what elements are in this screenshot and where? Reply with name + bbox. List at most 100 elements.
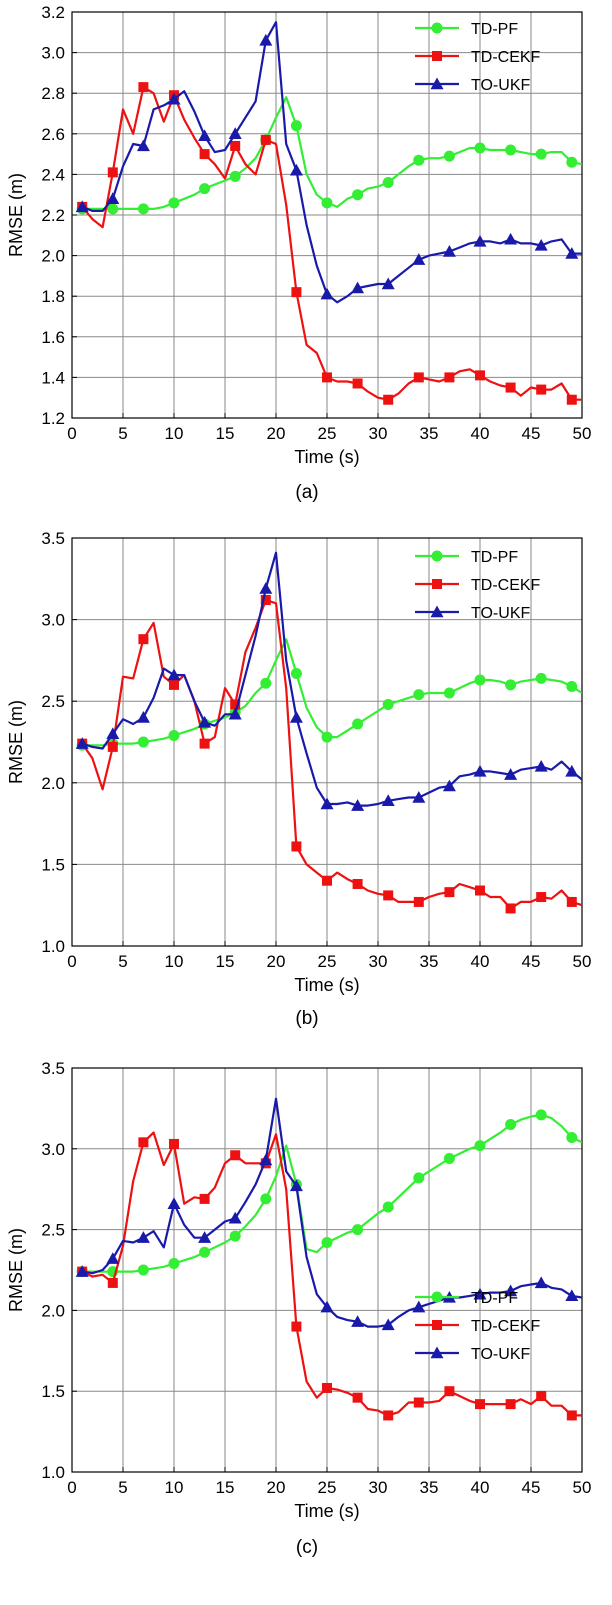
chart-panel-1: 0 5 10 15 20 25 30 35 40 45 50 1.2 1.4 1.6 1.8 2.0 2.2 2.… <box>6 3 591 503</box>
x-axis-title: Time (s) <box>294 975 359 995</box>
data-point-to-ukf <box>136 1231 150 1243</box>
series-group <box>75 21 582 405</box>
y-tick-label: 2.5 <box>41 692 65 711</box>
data-point-to-ukf <box>351 281 365 294</box>
x-tick-label: 45 <box>522 952 541 971</box>
data-point-to-ukf <box>289 163 303 176</box>
data-point-td-cekf <box>383 890 394 901</box>
data-point-td-cekf <box>352 378 363 389</box>
series-group <box>75 1097 582 1421</box>
data-point-td-pf <box>290 120 302 132</box>
x-tick-label: 30 <box>369 952 388 971</box>
y-tick-label: 3.5 <box>41 1059 65 1078</box>
data-point-to-ukf <box>381 794 395 806</box>
data-point-td-pf <box>137 736 149 748</box>
y-tick-label: 2.0 <box>41 247 65 266</box>
legend-marker-td-pf <box>431 550 443 562</box>
legend-marker-td-pf <box>431 1291 443 1303</box>
legend-label: TD-CEKF <box>471 1318 541 1335</box>
data-point-td-pf <box>137 203 149 215</box>
data-point-to-ukf <box>381 277 395 290</box>
legend: TD-PF TD-CEKF TO-UKF <box>415 549 541 622</box>
data-point-to-ukf <box>289 711 303 723</box>
x-tick-label: 30 <box>369 424 388 443</box>
data-point-td-cekf <box>413 1397 424 1408</box>
legend-label: TD-PF <box>471 21 518 38</box>
data-point-td-cekf <box>536 892 547 903</box>
series-line-td-cekf <box>81 1131 582 1417</box>
x-tick-label: 50 <box>573 424 592 443</box>
y-tick-label: 1.2 <box>41 409 65 428</box>
legend-marker-td-cekf <box>432 579 442 589</box>
data-point-td-pf <box>321 1237 333 1249</box>
legend-label: TO-UKF <box>471 605 530 622</box>
data-point-to-ukf <box>442 245 456 257</box>
data-point-to-ukf <box>504 768 518 780</box>
data-point-td-cekf <box>536 1391 547 1402</box>
data-point-td-cekf <box>444 372 455 383</box>
data-point-to-ukf <box>198 1231 212 1243</box>
y-axis-title: RMSE (m) <box>6 700 26 784</box>
data-point-to-ukf <box>320 1300 334 1313</box>
data-point-td-cekf <box>199 738 210 749</box>
data-point-to-ukf <box>259 1153 273 1166</box>
data-point-to-ukf <box>259 33 273 46</box>
y-tick-label: 2.8 <box>41 84 65 103</box>
y-tick-label: 1.5 <box>41 1382 65 1401</box>
data-point-td-cekf <box>322 875 332 886</box>
series-line-td-cekf <box>81 85 582 401</box>
data-point-td-cekf <box>322 372 332 383</box>
data-point-to-ukf <box>289 1179 303 1192</box>
data-point-td-pf <box>229 170 241 182</box>
x-tick-label: 10 <box>165 952 184 971</box>
data-point-td-cekf <box>352 1392 363 1403</box>
legend-label: TD-CEKF <box>471 49 541 66</box>
data-point-td-cekf <box>107 167 118 178</box>
data-point-td-pf <box>260 1193 272 1205</box>
y-tick-label: 1.0 <box>41 1463 65 1482</box>
data-point-td-cekf <box>291 841 302 852</box>
x-tick-label: 20 <box>267 952 286 971</box>
x-tick-label: 25 <box>318 1478 337 1497</box>
x-tick-label: 20 <box>267 1478 286 1497</box>
legend-marker-to-ukf <box>430 1346 444 1359</box>
data-point-td-cekf <box>230 1150 241 1161</box>
data-point-to-ukf <box>565 1289 579 1302</box>
y-tick-label: 1.8 <box>41 287 65 306</box>
x-tick-label: 40 <box>471 424 490 443</box>
data-point-to-ukf <box>412 790 426 803</box>
data-point-to-ukf <box>106 192 120 204</box>
legend-marker-td-cekf <box>432 1320 442 1330</box>
y-tick-label: 1.4 <box>41 368 65 387</box>
data-point-td-cekf <box>291 287 302 298</box>
data-point-td-pf <box>352 189 364 201</box>
data-point-td-pf <box>505 1119 517 1131</box>
data-point-td-pf <box>352 718 364 730</box>
series-line-td-cekf <box>81 598 582 910</box>
x-tick-label: 40 <box>471 1478 490 1497</box>
data-point-td-cekf <box>505 1399 516 1410</box>
x-tick-label: 10 <box>165 424 184 443</box>
y-tick-label: 3.0 <box>41 1140 65 1159</box>
data-point-td-pf <box>413 154 425 166</box>
data-point-to-ukf <box>473 764 487 777</box>
x-tick-label: 40 <box>471 952 490 971</box>
data-point-td-cekf <box>138 1137 149 1148</box>
data-point-td-pf <box>535 148 547 160</box>
y-tick-label: 3.0 <box>41 611 65 630</box>
data-point-to-ukf <box>75 1265 89 1277</box>
data-point-td-pf <box>443 150 455 162</box>
panel-caption: (c) <box>296 1537 318 1558</box>
data-point-td-pf <box>229 1230 241 1242</box>
data-point-td-cekf <box>566 896 577 907</box>
legend: TD-PF TD-CEKF TO-UKF <box>415 1290 541 1363</box>
data-point-td-cekf <box>352 878 363 889</box>
data-point-td-cekf <box>566 1410 577 1421</box>
data-point-td-pf <box>535 672 547 684</box>
y-tick-label: 2.5 <box>41 1221 65 1240</box>
data-point-td-pf <box>382 1201 394 1213</box>
data-point-to-ukf <box>534 238 548 251</box>
data-point-to-ukf <box>565 247 579 259</box>
data-point-td-cekf <box>322 1382 332 1393</box>
